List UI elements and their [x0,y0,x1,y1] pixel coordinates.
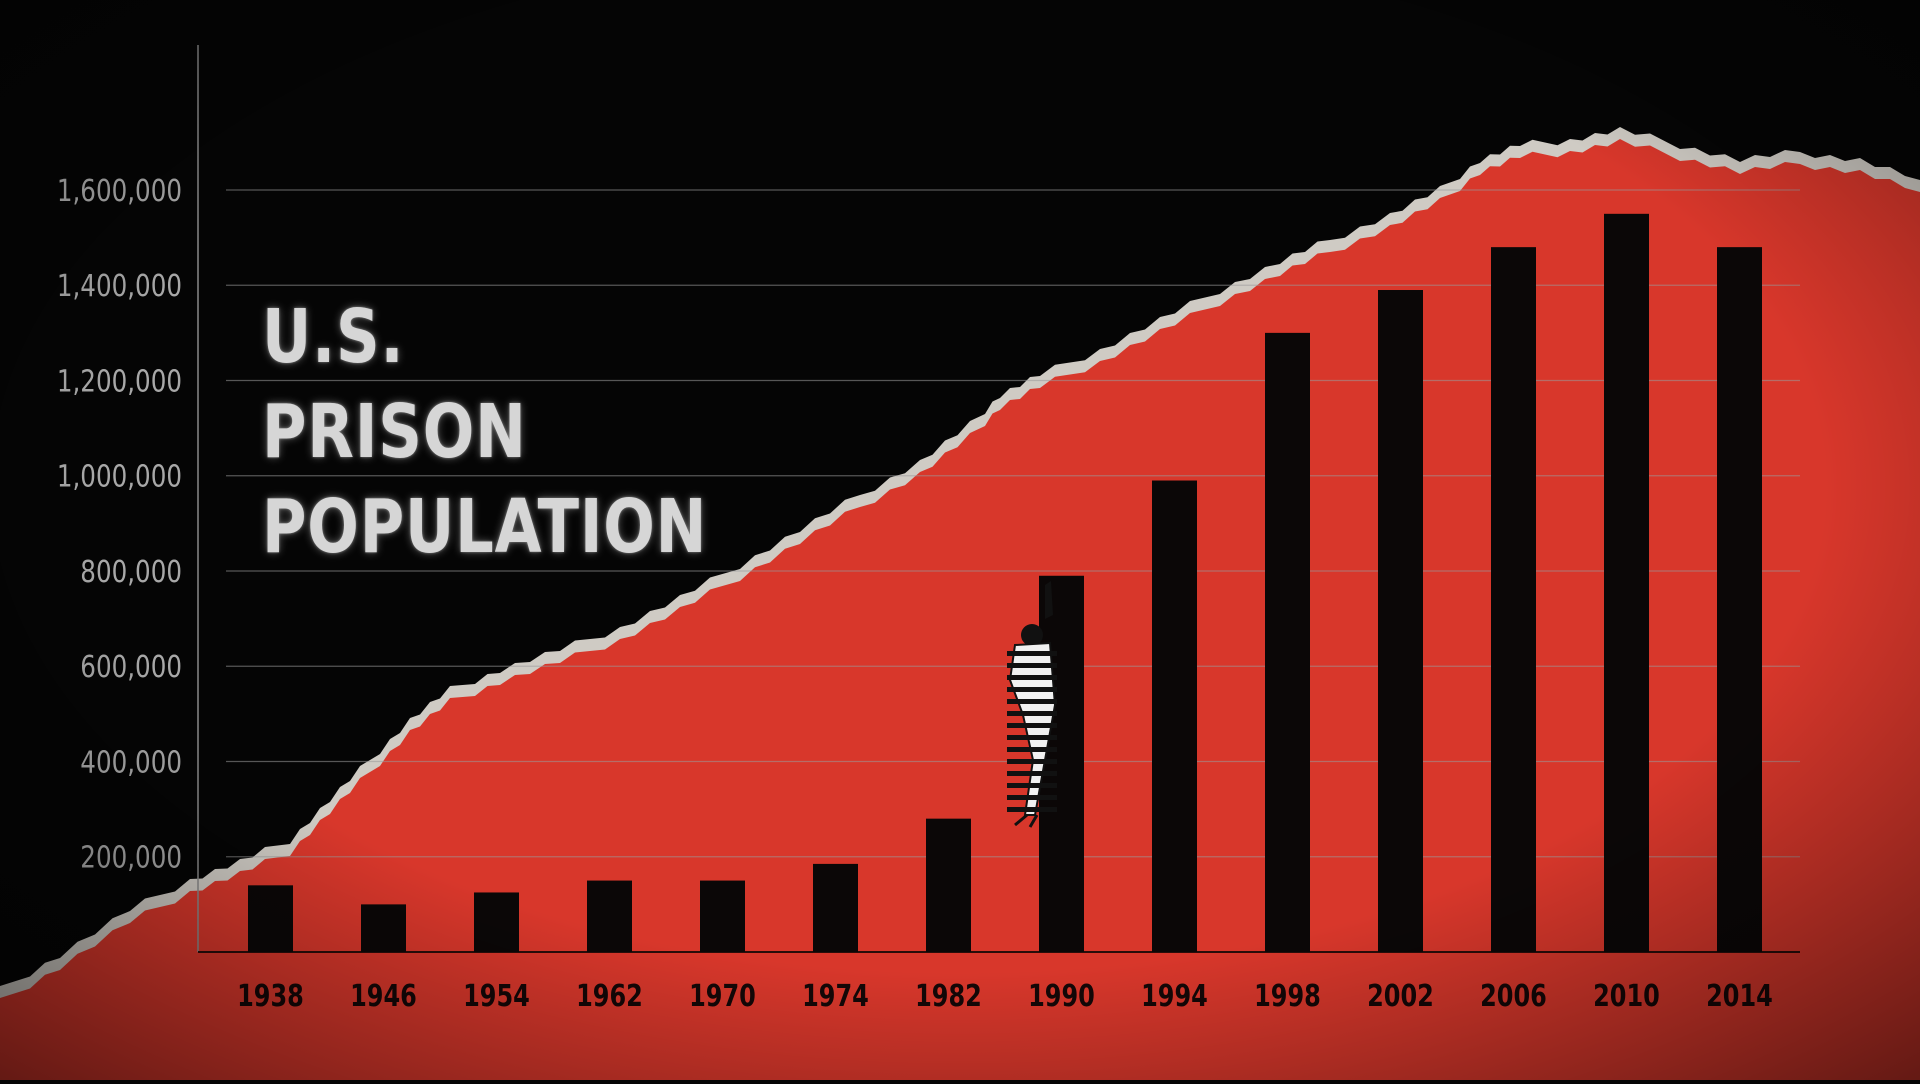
y-tick-label: 800,000 [80,556,182,590]
y-tick-label: 1,400,000 [57,270,182,304]
x-tick-label: 1998 [1254,979,1321,1013]
x-tick-label: 2006 [1480,979,1547,1013]
x-tick-label: 1946 [350,979,417,1013]
y-tick-label: 200,000 [80,842,182,876]
x-tick-label: 1994 [1141,979,1208,1013]
x-tick-label: 2014 [1706,979,1773,1013]
bar [926,818,971,952]
x-tick-label: 1974 [802,979,869,1013]
y-tick-label: 600,000 [80,651,182,685]
y-tick-label: 400,000 [80,746,182,780]
bar [474,892,519,952]
bar [248,885,293,952]
y-tick-label: 1,200,000 [57,365,182,399]
y-tick-label: 1,000,000 [57,461,182,495]
chart-title-line-1: U.S. [262,294,405,380]
x-tick-label: 1982 [915,979,982,1013]
chart-title-line-2: PRISON [262,389,527,475]
chart-title-line-3: POPULATION [262,484,708,570]
bar [813,863,858,952]
bar [1604,213,1649,952]
bar [1152,480,1197,952]
x-tick-label: 1990 [1028,979,1095,1013]
x-tick-label: 1954 [463,979,530,1013]
bar [587,880,632,952]
x-tick-label: 2010 [1593,979,1660,1013]
bar [1265,332,1310,952]
y-tick-label: 1,600,000 [57,175,182,209]
bar [1717,247,1762,952]
bar [1491,247,1536,952]
x-tick-label: 1938 [237,979,304,1013]
x-tick-label: 2002 [1367,979,1434,1013]
bar [1378,290,1423,952]
x-tick-label: 1970 [689,979,756,1013]
bar [361,904,406,952]
x-tick-label: 1962 [576,979,643,1013]
bar [700,880,745,952]
